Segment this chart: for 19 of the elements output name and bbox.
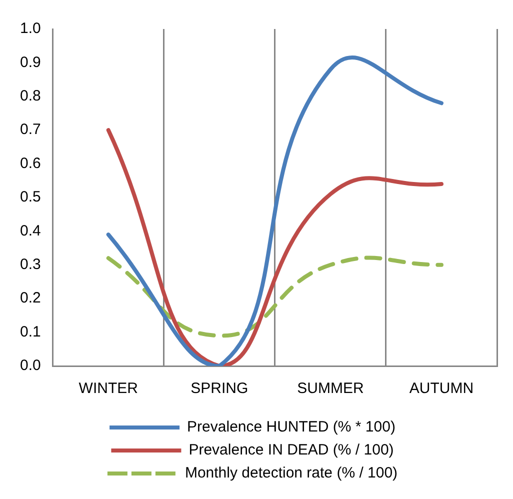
x-tick-label: SPRING — [190, 380, 248, 398]
legend-label: Prevalence IN DEAD (% / 100) — [188, 442, 394, 459]
legend-label: Monthly detection rate (% / 100) — [184, 464, 398, 482]
y-tick-label: 0.7 — [20, 121, 41, 138]
x-tick-label: AUTUMN — [409, 380, 474, 398]
y-tick-label: 0.5 — [20, 188, 41, 206]
x-tick-label: SUMMER — [297, 380, 364, 398]
y-tick-label: 0.0 — [20, 357, 41, 374]
y-tick-label: 0.9 — [20, 54, 41, 71]
y-tick-label: 0.3 — [20, 256, 41, 274]
x-tick-label: WINTER — [78, 380, 138, 398]
y-tick-label: 1.0 — [20, 20, 41, 38]
legend-label: Prevalence HUNTED (% * 100) — [187, 418, 396, 436]
line-series — [106, 128, 444, 366]
y-tick-label: 0.6 — [20, 154, 41, 172]
y-tick-label: 0.8 — [20, 88, 41, 105]
y-tick-label: 0.4 — [20, 222, 41, 240]
y-tick-label: 0.1 — [20, 323, 41, 340]
y-tick-label: 0.2 — [20, 290, 41, 307]
